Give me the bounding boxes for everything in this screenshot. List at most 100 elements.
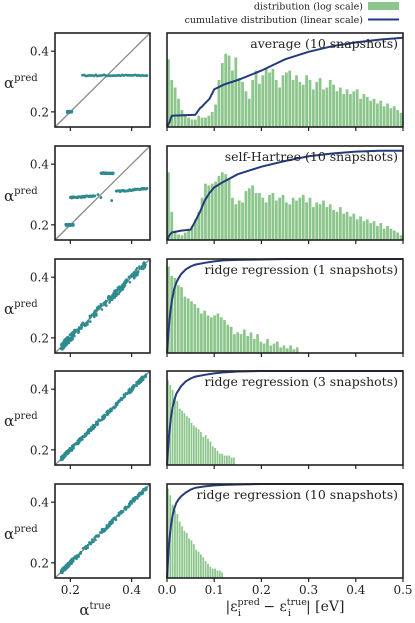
histogram-bar bbox=[200, 197, 204, 240]
histogram-bar bbox=[193, 304, 197, 353]
histogram-bar bbox=[288, 204, 292, 240]
right-xlabel-minus: − ε bbox=[259, 599, 287, 615]
scatter-point bbox=[128, 280, 132, 284]
ytick-label: 0.4 bbox=[30, 496, 49, 510]
scatter-point bbox=[70, 557, 74, 561]
histogram-bar bbox=[167, 380, 169, 465]
left-xlabel-main: α bbox=[79, 601, 89, 619]
histogram-bar bbox=[247, 98, 251, 127]
parity-ylabel-sup: pred bbox=[14, 186, 38, 197]
histogram-bar bbox=[173, 230, 177, 240]
scatter-point bbox=[131, 497, 135, 501]
histogram-bar bbox=[190, 119, 194, 127]
scatter-point bbox=[136, 271, 140, 275]
scatter-point bbox=[64, 338, 67, 342]
legend-line-label: cumulative distribution (linear scale) bbox=[185, 15, 363, 26]
scatter-point bbox=[135, 384, 138, 388]
scatter-point bbox=[86, 543, 90, 547]
scatter-point bbox=[114, 401, 118, 405]
scatter-point bbox=[84, 323, 88, 327]
scatter-point bbox=[94, 538, 97, 542]
scatter-point bbox=[100, 418, 103, 422]
histogram-bar bbox=[376, 225, 379, 240]
scatter-point bbox=[77, 441, 81, 444]
histogram-bar bbox=[365, 219, 369, 240]
parity-frame bbox=[54, 32, 151, 128]
histogram-bar bbox=[332, 84, 335, 127]
scatter-point bbox=[105, 304, 108, 307]
histogram-bar bbox=[221, 453, 224, 465]
scatter-point bbox=[142, 375, 146, 379]
histogram-bar bbox=[274, 200, 278, 240]
scatter-point bbox=[89, 315, 92, 318]
histogram-bar bbox=[359, 98, 362, 127]
histogram-bar bbox=[291, 197, 295, 240]
histogram-bar bbox=[209, 566, 212, 578]
scatter-point bbox=[140, 492, 143, 496]
histogram-bar bbox=[282, 345, 286, 353]
histogram-bar bbox=[167, 266, 170, 353]
histogram-bar bbox=[261, 197, 265, 240]
scatter-point bbox=[76, 439, 80, 443]
histogram-bar bbox=[190, 301, 193, 353]
xtick-label: 0.4 bbox=[346, 583, 365, 597]
parity-frame bbox=[54, 370, 151, 466]
histogram-bar bbox=[295, 347, 299, 353]
parity-ylabel-sup: pred bbox=[14, 524, 38, 535]
histogram-bar bbox=[183, 296, 187, 353]
histogram-bar bbox=[193, 219, 197, 240]
parity-plot-3: 0.2 0.4 αpred bbox=[4, 258, 151, 357]
histogram-bar bbox=[210, 111, 214, 127]
histogram-bar bbox=[239, 334, 243, 353]
histogram-bar bbox=[247, 188, 251, 240]
histogram-bar bbox=[241, 81, 244, 127]
parity-ylabel: αpred bbox=[4, 411, 38, 430]
scatter-point bbox=[72, 446, 75, 449]
histogram-bar bbox=[204, 183, 207, 240]
histogram-bar bbox=[325, 87, 329, 127]
scatter-point bbox=[60, 343, 63, 347]
scatter-point bbox=[97, 418, 101, 422]
parity-ylabel-sup: pred bbox=[14, 299, 38, 310]
scatter-point bbox=[110, 518, 114, 522]
scatter-point bbox=[108, 301, 111, 304]
histogram-bar bbox=[229, 326, 233, 353]
histogram-bar bbox=[220, 172, 224, 240]
scatter-point bbox=[63, 452, 67, 456]
histogram-bar bbox=[386, 225, 389, 240]
xtick-label: 0.2 bbox=[252, 583, 271, 597]
scatter-point bbox=[123, 395, 126, 399]
histogram-bar bbox=[345, 89, 349, 127]
histogram-bar bbox=[264, 202, 268, 240]
scatter-point bbox=[106, 525, 109, 529]
scatter-point bbox=[119, 397, 123, 400]
scatter-point bbox=[61, 570, 64, 574]
scatter-point bbox=[103, 413, 106, 417]
scatter-point bbox=[112, 296, 115, 300]
histogram-bar bbox=[369, 100, 373, 127]
histogram-bar bbox=[174, 510, 176, 578]
histogram-bar bbox=[325, 207, 329, 240]
histogram-bar bbox=[298, 197, 302, 240]
histogram-bar bbox=[237, 200, 241, 240]
histogram-bar bbox=[359, 216, 362, 240]
histogram-bar bbox=[322, 89, 325, 127]
histogram-bar bbox=[224, 53, 228, 127]
scatter-point bbox=[109, 409, 113, 413]
histogram-bar bbox=[206, 315, 210, 353]
scatter-point bbox=[75, 328, 79, 332]
legend: distribution (log scale) cumulative dist… bbox=[185, 2, 399, 26]
histogram-bar bbox=[259, 341, 263, 353]
scatter-point bbox=[125, 392, 129, 396]
histogram-bar bbox=[289, 345, 292, 353]
scatter-point bbox=[145, 488, 148, 491]
histogram-bar bbox=[389, 228, 393, 240]
scatter-points bbox=[65, 73, 149, 114]
histogram-bar bbox=[291, 80, 295, 127]
histogram-bar bbox=[178, 408, 181, 465]
scatter-point bbox=[96, 193, 100, 196]
scatter-point bbox=[100, 531, 104, 534]
histogram-bar bbox=[207, 563, 209, 578]
histogram-bar bbox=[276, 341, 279, 353]
